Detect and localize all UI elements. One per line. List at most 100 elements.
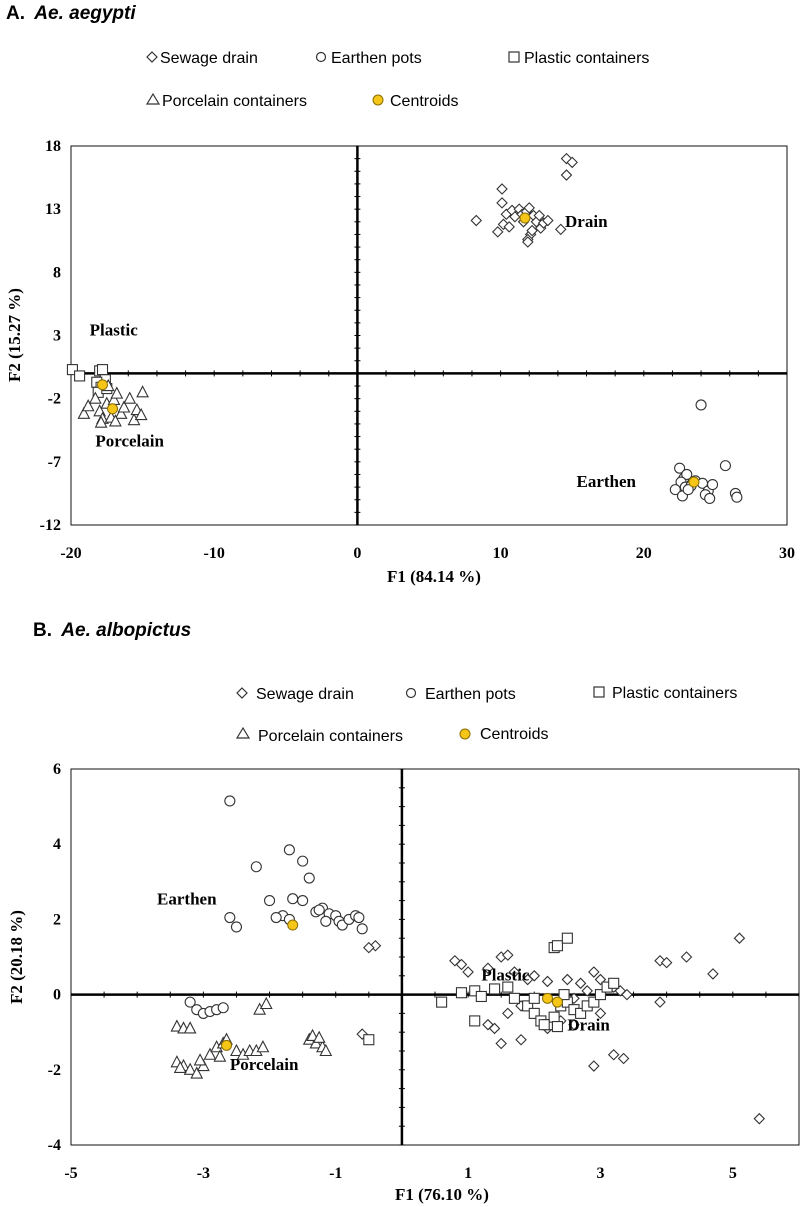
x-axis-label-b: F1 (76.10 %)	[395, 1185, 489, 1204]
y-tick-label: -12	[40, 517, 61, 534]
plastic-containers-point	[522, 1000, 534, 1012]
sewage-drain-point	[462, 966, 474, 978]
porcelain-containers-point	[123, 391, 137, 404]
x-tick-label: -1	[329, 1165, 342, 1182]
plot-area-a	[70, 145, 788, 526]
earthen-pots-point	[682, 484, 694, 496]
sewage-drain-point	[533, 209, 546, 222]
porcelain-containers-point	[183, 1062, 197, 1075]
y-tick-label: 8	[53, 264, 61, 281]
earthen-pots-point	[695, 399, 707, 411]
sewage-drain-point	[594, 1007, 607, 1020]
legend-b-porcelain-containers: Porcelain containers	[235, 726, 403, 745]
porcelain-containers-point	[94, 415, 108, 428]
porcelain-containers-point	[81, 399, 95, 412]
centroid-point	[221, 1039, 233, 1051]
earthen-pots-point	[719, 460, 731, 472]
porcelain-containers-point	[88, 391, 102, 404]
earthen-pots-point	[669, 484, 681, 496]
earthen-pots-point	[706, 479, 719, 491]
x-tick-label: 30	[779, 545, 795, 562]
porcelain-containers-point	[203, 1047, 217, 1060]
earthen-pots-point	[250, 861, 262, 873]
sewage-drain-point	[522, 236, 534, 248]
sewage-drain-point	[523, 202, 536, 214]
y-tick-label: 13	[45, 201, 61, 218]
diamond-marker-icon	[236, 687, 248, 699]
sewage-drain-point	[660, 956, 673, 969]
plastic-containers-point	[528, 992, 540, 1004]
porcelain-containers-point	[193, 1053, 207, 1066]
x-axis-label-a: F1 (84.14 %)	[387, 567, 481, 586]
sewage-drain-point	[496, 197, 508, 209]
plastic-containers-point	[551, 1021, 563, 1033]
plastic-containers-point	[561, 932, 573, 944]
panel-b-letter: B.	[33, 620, 52, 641]
sewage-drain-point	[554, 223, 567, 236]
earthen-pots-point	[681, 468, 693, 481]
centroid-point	[688, 476, 700, 488]
sewage-drain-point	[496, 183, 508, 195]
sewage-drain-point	[497, 218, 510, 231]
centroid-point	[287, 919, 299, 931]
y-tick-label: 18	[45, 138, 61, 155]
sewage-drain-point	[566, 156, 578, 169]
x-tick-label: 5	[729, 1165, 737, 1182]
sewage-drain-point	[707, 968, 719, 980]
plastic-containers-point	[66, 364, 78, 376]
sewage-drain-point	[526, 224, 538, 237]
centroid-point	[97, 379, 109, 391]
square-marker-icon	[508, 51, 520, 63]
sewage-drain-point	[594, 973, 607, 986]
sewage-drain-point	[482, 1018, 494, 1031]
sewage-drain-point	[455, 958, 468, 971]
earthen-pots-point	[356, 923, 368, 935]
sewage-drain-point	[560, 169, 573, 181]
sewage-drain-point	[449, 954, 461, 967]
points-b	[170, 795, 766, 1125]
ticks-b: -5 -3 -1 1 3 5 -4 -2 0 2 4 6	[48, 761, 737, 1182]
plastic-containers-point	[502, 981, 514, 993]
y-tick-label: -7	[48, 454, 61, 471]
x-tick-label: -20	[60, 545, 81, 562]
sewage-drain-point	[581, 985, 593, 997]
panel-a-title: A. Ae. aegypti	[6, 3, 136, 24]
plot-area-b	[70, 768, 800, 1146]
sewage-drain-point	[574, 977, 587, 990]
sewage-drain-point	[542, 214, 554, 227]
panel-a-letter: A.	[6, 3, 25, 24]
legend-b-earthen-pots-label: Earthen pots	[425, 686, 516, 703]
sewage-drain-point	[541, 975, 554, 988]
legend-b-sewage-drain: Sewage drain	[236, 686, 354, 703]
porcelain-containers-point	[190, 1066, 204, 1079]
porcelain-containers-point	[230, 1043, 243, 1057]
cluster-label: Drain	[567, 1015, 610, 1034]
panel-a: A. Ae. aegypti Sewage drain Earthen pots…	[5, 3, 795, 586]
legend-a-earthen-pots-label: Earthen pots	[331, 50, 422, 67]
cluster-label: Plastic	[481, 965, 530, 984]
sewage-drain-point	[495, 1037, 507, 1050]
plastic-containers-point	[436, 996, 448, 1008]
y-tick-label: -2	[48, 391, 61, 408]
porcelain-containers-point	[306, 1028, 319, 1042]
earthen-pots-point	[353, 911, 365, 924]
points-a	[66, 152, 743, 505]
cluster-label: Drain	[565, 212, 608, 231]
plastic-containers-point	[455, 987, 468, 999]
circle-marker-icon	[405, 687, 417, 699]
centroid-marker-icon	[372, 94, 384, 106]
centroid-point	[107, 403, 119, 415]
legend-a-earthen-pots: Earthen pots	[315, 50, 422, 67]
y-tick-label: 6	[53, 761, 61, 778]
porcelain-containers-point	[136, 385, 150, 398]
earthen-pots-point	[283, 844, 295, 856]
legend-a-centroids: Centroids	[372, 93, 458, 110]
triangle-marker-icon	[235, 726, 251, 739]
legend-b-earthen-pots: Earthen pots	[405, 686, 516, 703]
earthen-pots-point	[704, 492, 716, 505]
sewage-drain-point	[654, 996, 666, 1008]
plastic-containers-point	[594, 989, 607, 1001]
diamond-marker-icon	[146, 51, 158, 63]
y-tick-label: -2	[48, 1062, 61, 1079]
porcelain-containers-point	[170, 1019, 184, 1032]
